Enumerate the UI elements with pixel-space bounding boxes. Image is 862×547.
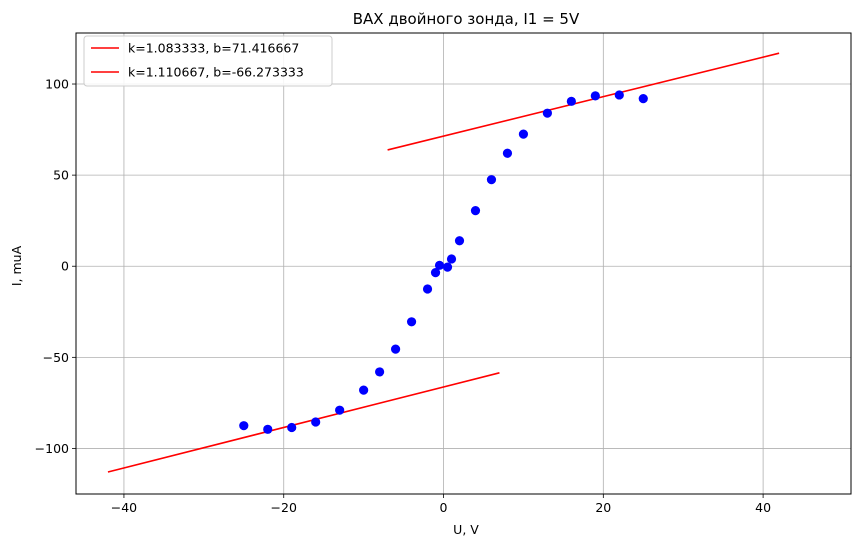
y-tick-label: 100 <box>45 77 69 92</box>
data-point <box>263 424 273 434</box>
legend: k=1.083333, b=71.416667 k=1.110667, b=-66… <box>83 35 333 87</box>
data-point <box>566 96 576 106</box>
x-tick-label: 0 <box>440 500 448 515</box>
x-tick-label: −40 <box>111 500 137 515</box>
data-point <box>590 91 600 101</box>
data-point <box>434 260 445 270</box>
y-axis-label: I, muA <box>9 245 24 286</box>
fit-line <box>387 52 780 151</box>
data-point <box>239 421 249 431</box>
y-tick-label: −50 <box>43 350 69 365</box>
data-point <box>638 93 648 104</box>
x-tick-label: 40 <box>755 500 771 515</box>
data-point <box>422 284 433 294</box>
data-point <box>470 206 481 216</box>
x-tick-label: 20 <box>595 500 611 515</box>
data-point <box>359 385 369 395</box>
axis-ticks: −40 −20 0 20 40 −100 −50 0 50 100 <box>35 77 771 515</box>
data-point <box>390 344 401 354</box>
data-point <box>287 422 297 433</box>
data-point <box>614 90 624 100</box>
legend-box <box>83 35 333 87</box>
data-point <box>406 317 417 327</box>
data-point <box>375 367 385 377</box>
data-point <box>442 262 453 272</box>
data-point <box>446 254 457 264</box>
x-tick-label: −20 <box>271 500 297 515</box>
y-tick-label: 50 <box>53 168 69 183</box>
y-tick-label: −100 <box>35 441 69 456</box>
fit-line <box>107 372 500 473</box>
legend-entry-label: k=1.083333, b=71.416667 <box>128 41 299 56</box>
data-point <box>518 129 529 139</box>
fit-lines <box>107 52 780 473</box>
legend-entry-label: k=1.110667, b=-66.273333 <box>128 65 304 80</box>
plot-frame <box>75 32 852 495</box>
data-point <box>542 108 552 118</box>
y-tick-label: 0 <box>61 259 69 274</box>
x-axis-label: U, V <box>453 522 479 537</box>
data-point <box>430 268 441 278</box>
data-point <box>502 148 513 158</box>
data-point <box>311 417 321 427</box>
data-point <box>454 236 465 246</box>
chart-title: ВАХ двойного зонда, I1 = 5V <box>353 10 580 28</box>
data-point <box>335 405 345 415</box>
data-point <box>486 175 497 185</box>
data-points <box>239 90 648 434</box>
